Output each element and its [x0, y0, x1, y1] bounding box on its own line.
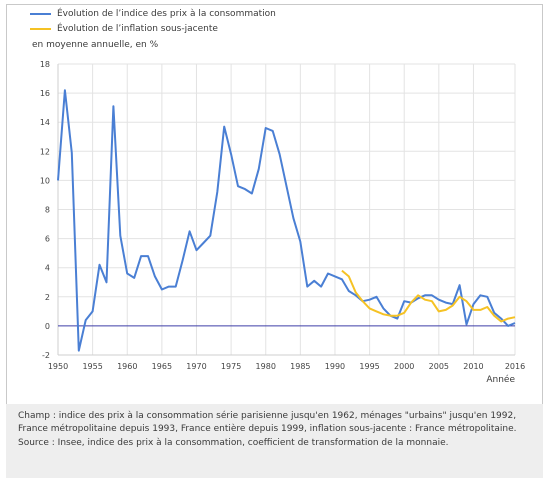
x-axis-title: Année [486, 374, 515, 385]
figure-frame [6, 4, 543, 478]
series-line-core [341, 269, 516, 323]
chart-legend: Évolution de l’indice des prix à la cons… [30, 6, 276, 36]
y-tick-label: 8 [45, 206, 50, 215]
legend-label-core: Évolution de l’inflation sous-jacente [57, 23, 218, 34]
source-note: Source : Insee, indice des prix à la con… [18, 438, 449, 448]
y-tick-label: 18 [40, 60, 50, 69]
x-tick-label: 1985 [290, 362, 310, 371]
y-tick-label: 2 [45, 293, 50, 302]
legend-swatch-core [30, 27, 51, 30]
x-tick-label: 1980 [256, 362, 276, 371]
x-tick-label: 1975 [221, 362, 241, 371]
y-tick-label: 6 [45, 235, 50, 244]
y-tick-label: 14 [40, 118, 50, 127]
legend-item-core[interactable]: Évolution de l’inflation sous-jacente [30, 21, 276, 36]
x-tick-label: 2016 [505, 362, 525, 371]
x-tick-label: 1950 [48, 362, 68, 371]
x-tick-label: 2010 [463, 362, 483, 371]
y-tick-label: 4 [45, 264, 50, 273]
x-tick-label: 1960 [117, 362, 137, 371]
y-tick-label: 0 [45, 322, 50, 331]
series-line-cpi [57, 89, 516, 352]
y-axis-unit-label: en moyenne annuelle, en % [32, 40, 159, 50]
x-tick-label: 1965 [152, 362, 172, 371]
y-tick-label: 16 [40, 89, 50, 98]
y-tick-label: 10 [40, 176, 50, 185]
x-tick-label: 1990 [325, 362, 345, 371]
legend-swatch-cpi [30, 12, 51, 15]
y-tick-label: -2 [42, 351, 50, 360]
x-tick-label: 1995 [359, 362, 379, 371]
x-tick-label: 2005 [429, 362, 449, 371]
chart-notes: Champ : indice des prix à la consommatio… [6, 404, 543, 478]
x-tick-label: 1955 [82, 362, 102, 371]
y-tick-label: 12 [40, 147, 50, 156]
x-tick-label: 1970 [186, 362, 206, 371]
legend-item-cpi[interactable]: Évolution de l’indice des prix à la cons… [30, 6, 276, 21]
scope-note: Champ : indice des prix à la consommatio… [18, 411, 517, 434]
x-tick-label: 2000 [394, 362, 414, 371]
legend-label-cpi: Évolution de l’indice des prix à la cons… [57, 8, 276, 19]
